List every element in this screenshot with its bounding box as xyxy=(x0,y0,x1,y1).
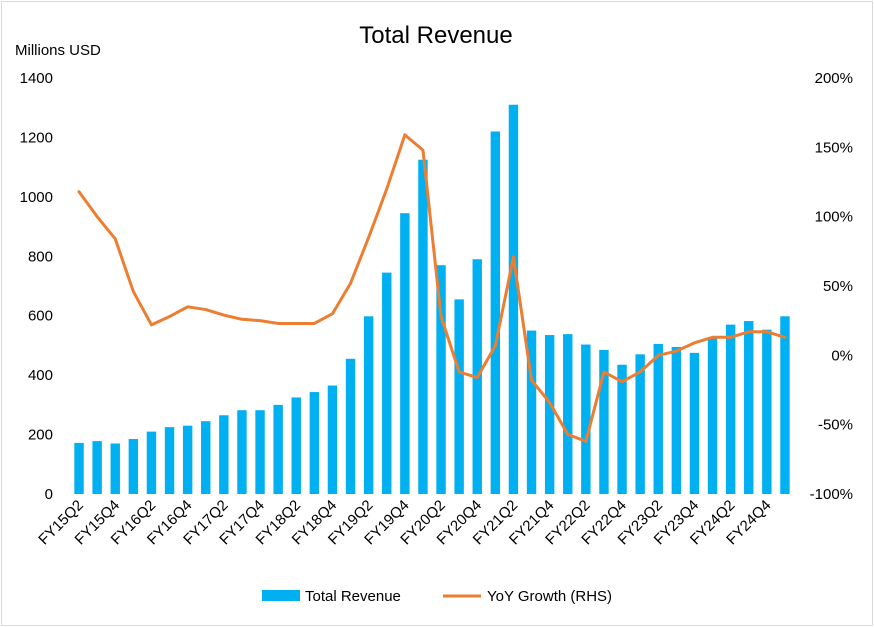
bar-fy21q1 xyxy=(490,131,501,495)
bar-fy21q2 xyxy=(508,104,519,495)
left-axis-ticks: 0 200 400 600 800 1000 1200 1400 xyxy=(20,70,53,503)
bar-fy20q1 xyxy=(418,159,428,494)
bar-fy15q3 xyxy=(92,441,102,494)
right-tick-label: 50% xyxy=(823,278,853,295)
bar-fy24q2 xyxy=(725,324,736,494)
bar-fy19q2 xyxy=(363,316,374,494)
bar-fy20q2 xyxy=(436,265,446,494)
bar-fy18q2 xyxy=(291,397,301,494)
legend-label-total-revenue: Total Revenue xyxy=(305,588,401,605)
yoy-growth-line xyxy=(77,133,787,443)
line-series xyxy=(77,133,787,443)
bar-fy17q4 xyxy=(255,410,265,494)
bar-fy19q4 xyxy=(400,213,410,494)
bar-fy24q1 xyxy=(707,338,718,494)
bar-fy18q1 xyxy=(273,404,283,494)
right-tick-label: 100% xyxy=(815,209,853,226)
left-tick-label: 0 xyxy=(45,486,53,503)
bar-fy16q2 xyxy=(146,431,157,494)
bar-fy15q4 xyxy=(110,443,120,494)
left-tick-label: 200 xyxy=(28,427,53,444)
bar-fy24q4 xyxy=(762,329,772,494)
bar-fy15q2 xyxy=(74,442,84,494)
bar-fy17q2 xyxy=(219,415,229,494)
bar-fy22q4 xyxy=(617,364,627,494)
bar-fy18q4 xyxy=(327,385,338,494)
y-axis-title: Millions USD xyxy=(15,42,101,59)
bar-fy18q3 xyxy=(309,392,320,494)
bar-fy24q3 xyxy=(744,321,754,494)
bar-fy19q1 xyxy=(345,358,356,494)
bar-fy22q1 xyxy=(563,334,573,494)
bar-fy16q3 xyxy=(164,427,175,494)
bar-fy17q1 xyxy=(201,421,211,494)
left-tick-label: 600 xyxy=(28,308,53,325)
legend: Total Revenue YoY Growth (RHS) xyxy=(262,588,612,605)
bar-fy21q3 xyxy=(526,330,537,494)
left-tick-label: 800 xyxy=(28,248,53,265)
bar-fy19q3 xyxy=(382,272,392,494)
left-tick-label: 1200 xyxy=(20,129,53,146)
right-tick-label: 200% xyxy=(815,70,853,87)
bar-fy16q4 xyxy=(182,425,193,494)
bar-fy17q3 xyxy=(237,410,247,494)
right-tick-label: 150% xyxy=(815,139,853,156)
right-tick-label: -50% xyxy=(818,417,853,434)
bar-fy25q1 xyxy=(780,316,790,494)
bar-fy20q3 xyxy=(454,299,464,494)
left-tick-label: 1000 xyxy=(20,189,53,206)
left-tick-label: 1400 xyxy=(20,70,53,87)
bar-fy16q1 xyxy=(128,439,139,494)
legend-label-yoy-growth: YoY Growth (RHS) xyxy=(487,588,612,605)
chart-title: Total Revenue xyxy=(359,22,512,49)
bar-fy23q4 xyxy=(689,352,700,494)
bar-fy23q3 xyxy=(671,346,682,494)
bar-fy22q3 xyxy=(599,349,609,494)
right-tick-label: -100% xyxy=(810,486,853,503)
bar-fy23q1 xyxy=(635,354,645,494)
bar-series xyxy=(74,104,790,495)
bar-fy22q2 xyxy=(581,344,591,494)
bar-fy21q4 xyxy=(544,335,555,494)
right-axis-ticks: -100% -50% 0% 50% 100% 150% 200% xyxy=(810,70,853,503)
left-tick-label: 400 xyxy=(28,367,53,384)
bar-fy23q2 xyxy=(653,343,663,494)
right-tick-label: 0% xyxy=(831,347,853,364)
x-axis-ticks: FY15Q2FY15Q4FY16Q2FY16Q4FY17Q2FY17Q4FY18… xyxy=(35,497,774,549)
legend-swatch-total-revenue xyxy=(262,590,300,601)
